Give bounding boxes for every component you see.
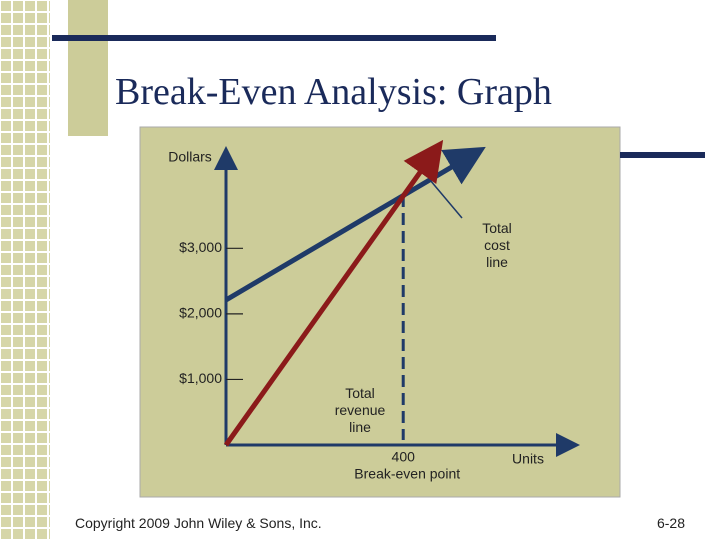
- x-axis-label: Units: [512, 451, 544, 467]
- page-number: 6-28: [656, 515, 685, 531]
- y-tick-label: $1,000: [179, 370, 222, 386]
- y-tick-label: $2,000: [179, 305, 222, 321]
- series-line: [223, 139, 444, 447]
- y-tick-label: $3,000: [179, 239, 222, 255]
- copyright: Copyright 2009 John Wiley & Sons, Inc.: [75, 515, 322, 531]
- x-tick-label: 400: [392, 449, 416, 465]
- annotation: Break-even point: [354, 466, 460, 482]
- decor-bar: [68, 0, 108, 136]
- y-axis-label: Dollars: [168, 149, 212, 165]
- series-label: Total revenue line: [334, 385, 386, 435]
- chart-panel: [139, 126, 621, 498]
- decor-stripe: [0, 0, 50, 540]
- slide-title: Break-Even Analysis: Graph: [115, 71, 552, 113]
- annotation-pointer: [429, 179, 463, 219]
- series-label: Total cost line: [482, 220, 512, 270]
